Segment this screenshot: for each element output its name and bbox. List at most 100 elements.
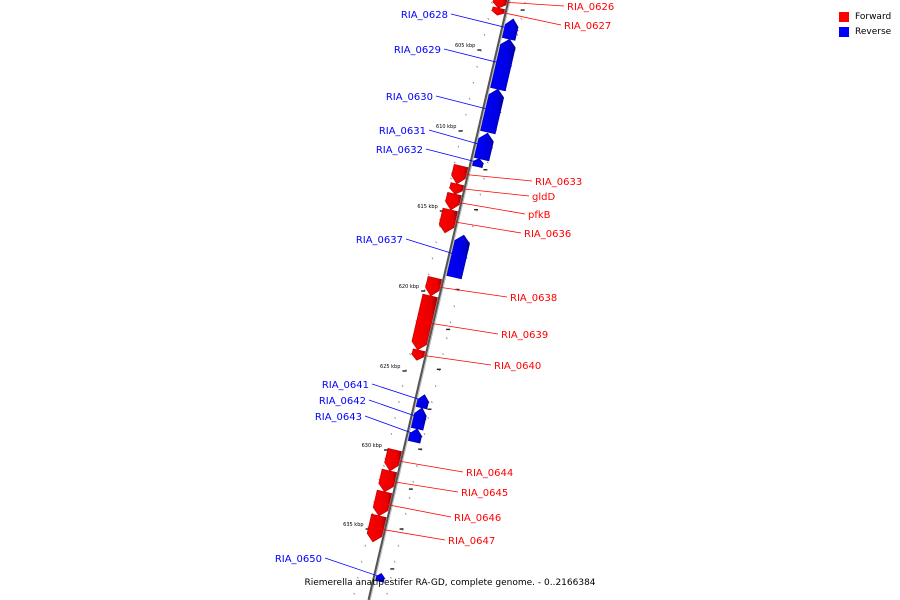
minor-tick: [479, 193, 482, 196]
genome-caption: Riemerella anatipestifer RA-GD, complete…: [304, 578, 596, 588]
minor-tick: [439, 225, 441, 228]
gene-label-RIA_0626[interactable]: RIA_0626: [567, 2, 614, 13]
minor-tick: [468, 241, 470, 244]
gene-label-RIA_0636[interactable]: RIA_0636: [524, 229, 571, 240]
minor-tick: [483, 33, 486, 36]
gene-label-RIA_0640[interactable]: RIA_0640: [494, 361, 541, 372]
gene-label-RIA_0631[interactable]: RIA_0631: [379, 126, 426, 137]
gene-RIA_0630[interactable]: [480, 88, 505, 135]
minor-tick: [353, 592, 356, 595]
forward-swatch: [839, 11, 849, 22]
reverse-swatch: [839, 26, 849, 37]
minor-tick: [405, 369, 408, 372]
gene-RIA_0636[interactable]: [438, 207, 458, 234]
tick-label: 615 kbp: [417, 204, 437, 210]
gene-label-RIA_0638[interactable]: RIA_0638: [510, 293, 557, 304]
minor-tick: [487, 17, 490, 20]
gene-leader-line: [415, 320, 499, 335]
minor-tick: [476, 65, 478, 68]
gene-leader-line: [428, 129, 494, 149]
minor-tick: [431, 257, 434, 260]
tick-label: 625 kbp: [380, 364, 400, 370]
minor-tick: [364, 544, 367, 547]
minor-tick: [383, 464, 385, 467]
gene-label-RIA_0627[interactable]: RIA_0627: [564, 21, 611, 32]
gene-label-RIA_0646[interactable]: RIA_0646: [454, 513, 501, 524]
legend-reverse: Reverse: [839, 24, 891, 39]
gene-leader-line: [424, 284, 508, 298]
gene-leader-line: [384, 458, 464, 473]
gene-label-RIA_0630[interactable]: RIA_0630: [386, 92, 433, 103]
axis-line-highlight: [369, 0, 511, 600]
gene-leader-line: [443, 48, 513, 67]
gene-label-pfkB[interactable]: pfkB: [528, 210, 551, 221]
minor-tick: [453, 305, 456, 308]
gene-label-RIA_0642[interactable]: RIA_0642: [319, 396, 366, 407]
gene-label-RIA_0644[interactable]: RIA_0644: [466, 468, 513, 479]
minor-tick: [457, 145, 460, 148]
gene-label-gldD[interactable]: gldD: [532, 192, 555, 203]
legend-forward: Forward: [839, 9, 891, 24]
gene-label-RIA_0641[interactable]: RIA_0641: [322, 380, 369, 391]
gene-label-RIA_0633[interactable]: RIA_0633: [535, 177, 582, 188]
minor-tick: [401, 385, 404, 388]
minor-tick: [398, 401, 400, 404]
minor-tick: [472, 81, 475, 84]
gene-RIA_0637[interactable]: [446, 234, 470, 280]
gene-RIA_0643[interactable]: [407, 428, 422, 444]
genome-axis: [367, 0, 511, 600]
gene-RIA_0629[interactable]: [490, 38, 516, 92]
minor-tick: [468, 97, 471, 100]
minor-tick: [390, 432, 393, 436]
tick-label: 635 kbp: [343, 522, 363, 528]
gene-leader-line: [492, 1, 565, 7]
gene-label-RIA_0650[interactable]: RIA_0650: [275, 554, 322, 565]
gene-label-RIA_0637[interactable]: RIA_0637: [356, 235, 403, 246]
tick-label: 630 kbp: [362, 443, 382, 449]
minor-tick: [416, 464, 418, 467]
legend: Forward Reverse: [839, 9, 891, 39]
minor-tick: [445, 337, 448, 340]
minor-tick: [423, 432, 426, 436]
gene-leader-line: [444, 199, 526, 215]
minor-tick: [450, 177, 452, 180]
gene-labels: RIA_0626 RIA_0627 RIA_0628 RIA_0629 RIA_0630…: [275, 1, 614, 579]
minor-tick: [449, 321, 452, 324]
gene-leader-line: [324, 557, 386, 579]
minor-tick: [427, 417, 429, 420]
gene-label-RIA_0639[interactable]: RIA_0639: [501, 330, 548, 341]
gene-leader-line: [371, 383, 430, 404]
tick-label: 605 kbp: [455, 43, 475, 49]
minor-tick: [442, 353, 444, 356]
gene-leader-line: [491, 9, 562, 26]
gene-RIA_0646[interactable]: [372, 489, 393, 517]
gene-leader-line: [448, 187, 530, 197]
gene-label-RIA_0643[interactable]: RIA_0643: [315, 412, 362, 423]
minor-tick: [434, 385, 437, 388]
minor-tick: [483, 177, 485, 180]
minor-tick: [431, 401, 433, 404]
minor-tick: [408, 496, 411, 499]
gene-label-RIA_0629[interactable]: RIA_0629: [394, 45, 441, 56]
gene-RIA_0632[interactable]: [472, 158, 484, 169]
minor-tick: [412, 480, 415, 483]
gene-leader-line: [439, 219, 522, 234]
gene-RIA_0642[interactable]: [410, 407, 427, 431]
gene-label-RIA_0628[interactable]: RIA_0628: [401, 10, 448, 21]
gene-RIA_0641[interactable]: [415, 394, 429, 410]
minor-tick: [394, 417, 396, 420]
gene-leader-line: [368, 399, 427, 421]
gene-RIA_0647[interactable]: [366, 513, 387, 543]
gene-RIA_0631[interactable]: [473, 132, 494, 162]
gene-leader-line: [411, 353, 492, 366]
minor-tick: [435, 241, 437, 244]
gene-label-RIA_0632[interactable]: RIA_0632: [376, 145, 423, 156]
minor-tick: [393, 560, 396, 563]
gene-RIA_0628[interactable]: [501, 18, 519, 41]
gene-label-RIA_0645[interactable]: RIA_0645: [461, 488, 508, 499]
tick-label: 610 kbp: [436, 124, 456, 130]
minor-tick: [427, 273, 430, 276]
gene-label-RIA_0647[interactable]: RIA_0647: [448, 536, 495, 547]
minor-tick: [357, 576, 359, 579]
gene-leader-line: [435, 95, 502, 113]
